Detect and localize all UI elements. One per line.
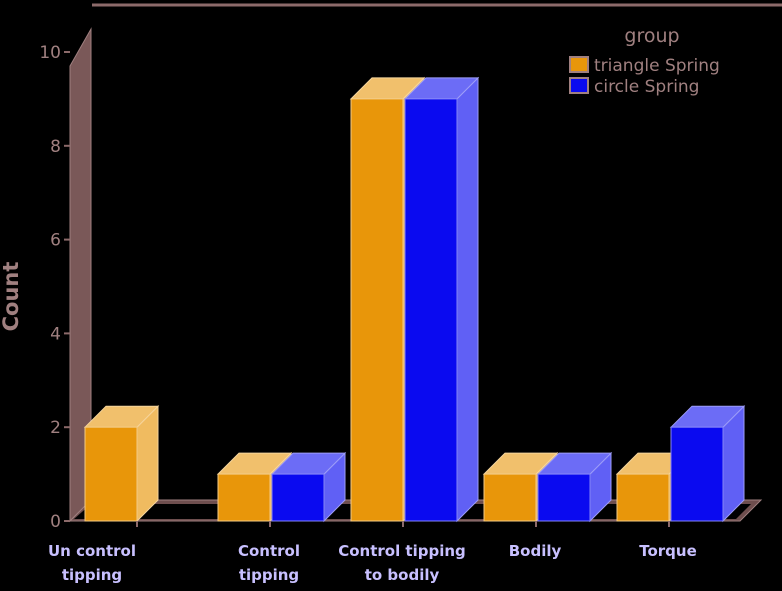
x-tick-label: Bodily <box>509 542 562 560</box>
x-tick-label: tipping <box>62 566 122 584</box>
bar-front <box>483 473 537 522</box>
legend-label: circle Spring <box>594 77 699 97</box>
bar-front <box>670 426 724 522</box>
legend-title: group <box>624 25 679 47</box>
y-tick-label: 8 <box>50 137 61 157</box>
x-tick-label: tipping <box>239 566 299 584</box>
y-axis-label: Count <box>0 262 23 332</box>
x-tick-label: to bodily <box>365 566 440 584</box>
y-tick-label: 6 <box>50 231 61 251</box>
bar-side <box>456 76 479 523</box>
bar <box>536 451 613 523</box>
bar-front <box>217 473 271 522</box>
bar <box>669 404 746 523</box>
y-tick-label: 10 <box>39 43 61 63</box>
bar-front <box>537 473 591 522</box>
legend-swatch <box>569 56 589 73</box>
legend-label: triangle Spring <box>594 56 720 76</box>
y-tick-label: 4 <box>50 324 61 344</box>
x-tick-label: Un control <box>48 542 136 560</box>
bar <box>83 404 160 523</box>
y-tick-label: 0 <box>50 512 61 532</box>
bar <box>403 76 480 523</box>
x-tick-label: Control tipping <box>338 542 466 560</box>
bar-front <box>271 473 325 522</box>
bar-front <box>404 98 458 522</box>
bar-front <box>84 426 138 522</box>
legend-swatch <box>569 77 589 94</box>
bar-front <box>350 98 404 522</box>
bar-front <box>616 473 670 522</box>
x-tick-label: Control <box>238 542 300 560</box>
bar <box>270 451 347 523</box>
x-tick-label: Torque <box>639 542 697 560</box>
y-tick-label: 2 <box>50 418 61 438</box>
